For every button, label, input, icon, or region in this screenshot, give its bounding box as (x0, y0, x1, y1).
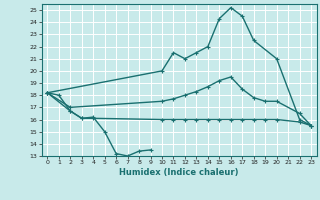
X-axis label: Humidex (Indice chaleur): Humidex (Indice chaleur) (119, 168, 239, 177)
